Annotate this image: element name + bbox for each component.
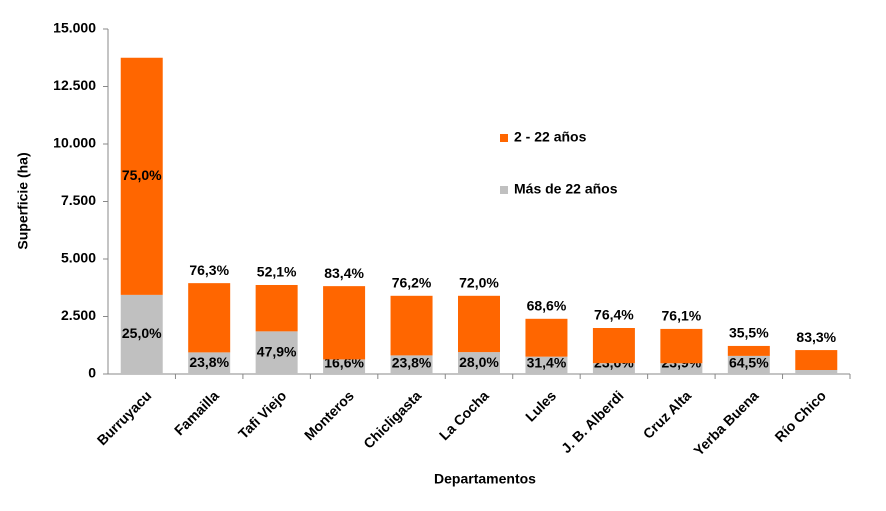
bar-segment [323, 359, 366, 374]
bar-segment [255, 331, 298, 374]
x-tick-label: Río Chico [771, 387, 829, 445]
y-tick-label: 10.000 [53, 135, 96, 151]
x-tick-label: Famailla [171, 387, 222, 438]
x-tick-label: Chicligasta [360, 387, 424, 451]
value-label: 31,4% [527, 355, 567, 371]
y-tick-label: 15.000 [53, 20, 96, 36]
y-tick-label: 2.500 [61, 307, 96, 323]
value-label: 76,2% [392, 275, 432, 291]
bar-segment [323, 286, 366, 360]
bar-segment [795, 369, 838, 374]
value-label: 72,0% [459, 275, 499, 291]
bar-segment [188, 352, 231, 374]
value-label: 23,8% [392, 355, 432, 371]
value-label: 68,6% [527, 298, 567, 314]
value-label: 75,0% [122, 167, 162, 183]
value-label: 47,9% [257, 343, 297, 359]
bar-segment [525, 318, 568, 357]
x-tick-label: Yerba Buena [690, 387, 761, 458]
value-label: 76,3% [189, 262, 229, 278]
value-label: 83,4% [324, 265, 364, 281]
y-tick-label: 12.500 [53, 77, 96, 93]
value-label: 28,0% [459, 354, 499, 370]
x-tick-label: Cruz Alta [640, 387, 695, 442]
bar-segment [592, 363, 635, 374]
value-label: 76,1% [662, 308, 702, 324]
bar-segment [255, 284, 298, 332]
bar-segment [592, 328, 635, 364]
bar-segment [727, 345, 770, 356]
value-label: 25,0% [122, 325, 162, 341]
value-label: 35,5% [729, 325, 769, 341]
value-label: 64,5% [729, 355, 769, 371]
x-tick-label: Monteros [301, 387, 357, 443]
x-axis-title: Departamentos [434, 471, 536, 487]
x-tick-label: La Cocha [436, 387, 492, 443]
bar-segment [390, 295, 433, 356]
bar-segment [660, 363, 703, 374]
y-tick-label: 0 [88, 365, 96, 381]
x-tick-label: Tafi Viejo [235, 387, 289, 441]
bar-segment [727, 355, 770, 374]
value-label: 76,4% [594, 307, 634, 323]
bar-segment [525, 356, 568, 374]
legend-marker [500, 186, 508, 194]
value-label: 52,1% [257, 264, 297, 280]
bar-segment [458, 295, 500, 353]
y-axis-title: Superficie (ha) [15, 152, 31, 249]
value-label: 83,3% [796, 329, 836, 345]
bar-segment [120, 294, 163, 374]
x-tick-label: J. B. Alberdi [558, 387, 627, 456]
x-tick-label: Lules [522, 387, 559, 424]
bar-segment [390, 355, 433, 374]
legend-label: Más de 22 años [514, 181, 618, 197]
value-label: 23,8% [189, 354, 229, 370]
bar-segment [458, 352, 500, 374]
bar-segment [795, 350, 838, 370]
legend-label: 2 - 22 años [514, 129, 587, 145]
bar-segment [120, 57, 163, 295]
bar-segment [660, 328, 703, 364]
legend-marker [500, 134, 508, 142]
y-tick-label: 7.500 [61, 192, 96, 208]
bar-segment [188, 283, 231, 353]
x-tick-label: Burruyacu [94, 387, 155, 448]
y-tick-label: 5.000 [61, 250, 96, 266]
